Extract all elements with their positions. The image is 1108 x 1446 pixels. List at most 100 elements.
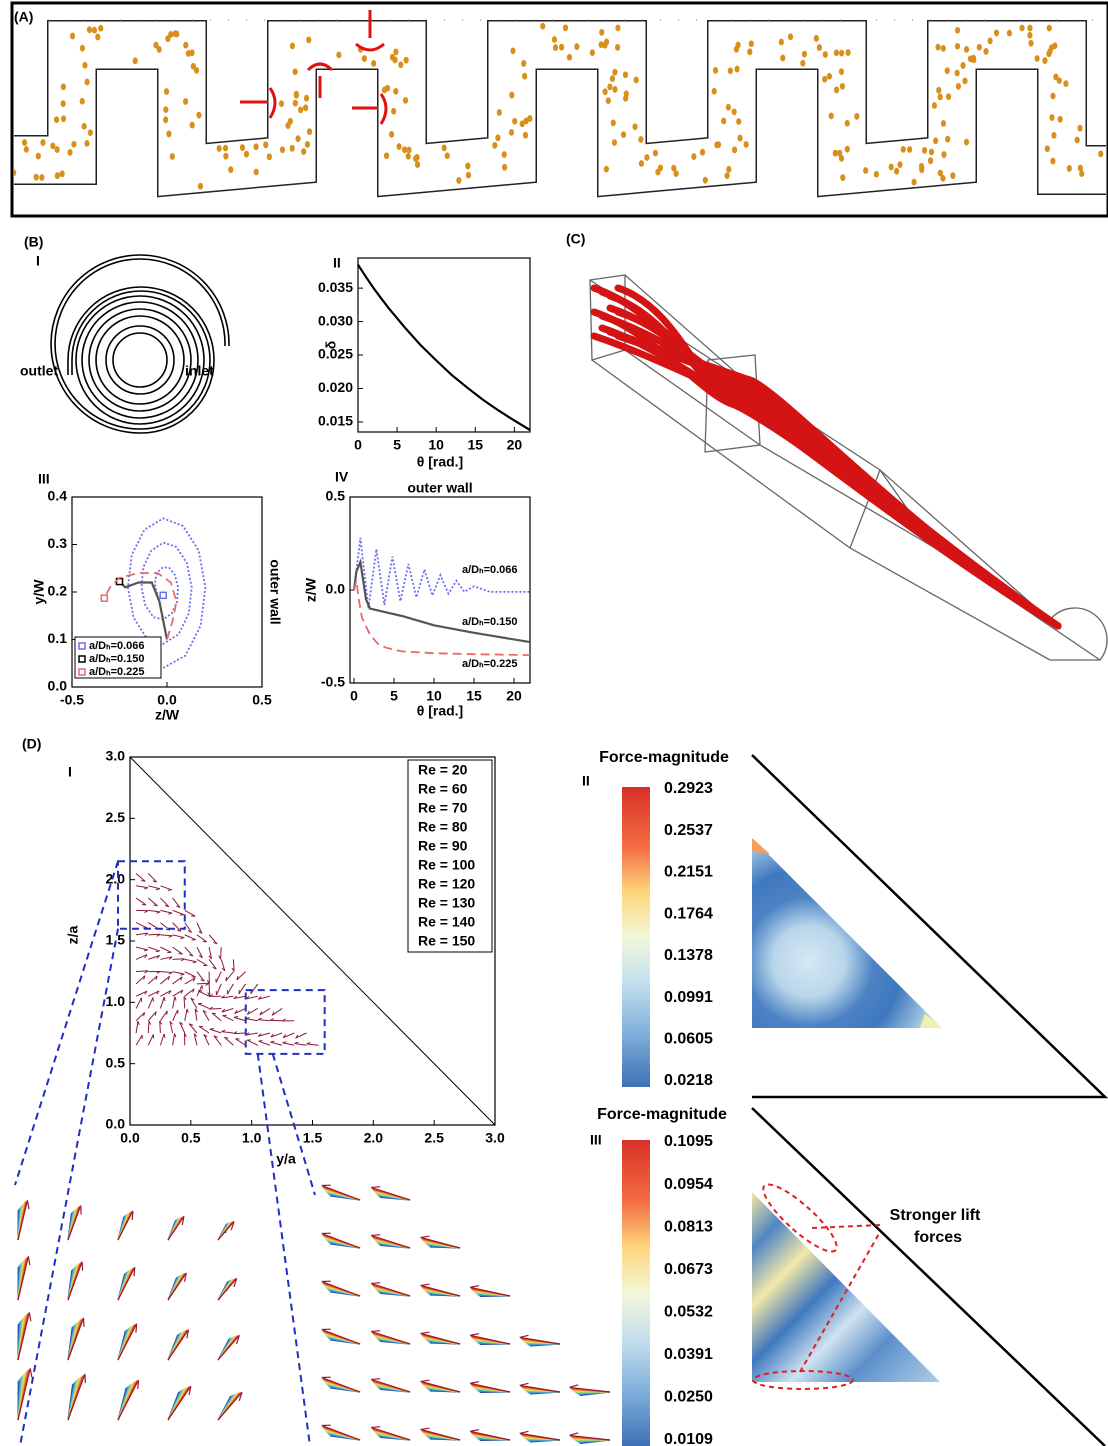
particle [954,42,961,50]
force-vector [196,934,207,943]
spiral-wall [105,325,175,395]
force-vector-head [143,887,149,890]
particle-trajectory [614,332,1062,630]
force-vector-head [154,1011,157,1016]
particle [927,157,934,165]
force-vector [148,946,160,952]
particle [894,167,900,175]
channel-outline [1049,607,1108,661]
particle [731,146,738,154]
force-vector [259,1008,271,1016]
zoom-vector-head [230,1221,235,1231]
y-tick-label: 0.5 [106,1054,126,1070]
particle [822,51,828,58]
particle [381,86,388,94]
force-vector-head [202,1009,207,1013]
particle [940,44,946,52]
zoom-vector-head [371,1234,381,1237]
zoom-vector [469,1382,511,1393]
force-vector-head [159,1020,163,1025]
force-map [752,838,942,1028]
force-vector-head [206,979,210,984]
subpanel-label: III [590,1132,602,1148]
particle [59,170,65,178]
particle [787,33,794,41]
particle [398,61,404,69]
force-vector-head [233,1031,238,1035]
particle [496,109,502,116]
particle [888,163,894,171]
series-line [103,572,178,640]
particle [292,99,298,107]
force-vector [306,1043,319,1046]
force-vector [135,897,147,906]
legend-label: Re = 70 [418,800,468,816]
spiral-wall [81,301,199,419]
force-vector [194,1008,198,1021]
zoom-vector-head [519,1382,529,1386]
force-vector-head [143,975,146,980]
x-tick-label: 0.0 [157,692,177,708]
particle [928,148,935,156]
force-vector [196,922,203,934]
force-vector-head [258,1040,263,1042]
channel-interior [14,21,1106,196]
particle [1027,24,1033,32]
colorbar-tick-label: 0.0605 [664,1031,713,1048]
particle [638,160,645,167]
particle [822,75,828,83]
subpanel-label: II [582,773,590,789]
force-vector [198,990,210,997]
force-vector-head [211,1012,217,1015]
force-vector-head [224,1036,229,1039]
particle [691,153,697,160]
colorbar-tick-label: 0.0250 [664,1389,713,1406]
zoom-vector [217,1391,243,1421]
particle [733,45,739,53]
particle [393,87,399,95]
particle [216,145,222,152]
force-vector-head [233,995,238,999]
zoom-vector [370,1186,411,1201]
zoom-vector [321,1328,361,1345]
force-vector-head [205,982,210,986]
particle [983,48,989,55]
particle [521,60,527,67]
panel-a [14,10,1106,198]
zoom-vector-head [569,1384,579,1388]
force-hotspot [752,838,770,854]
particle [402,96,409,104]
force-vector [245,1032,258,1036]
particle [845,49,851,56]
particle [1077,164,1083,172]
annotation: forces [914,1229,962,1246]
force-vector-head [168,972,173,975]
particle [495,134,501,142]
zoom-vector-head [238,1392,243,1401]
x-tick-label: 1.0 [242,1130,262,1146]
particle [1053,73,1059,81]
force-vector-head [225,976,228,982]
particle [897,161,903,169]
particle [163,116,169,124]
x-tick-label: 0.5 [181,1130,201,1146]
particle [936,86,942,94]
particle [295,135,301,143]
x-tick-label: -0.5 [60,692,84,708]
zoom-vector [569,1434,611,1441]
force-vector [136,932,149,936]
force-vector [184,934,196,941]
particle [197,182,204,190]
force-vector-head [294,1041,299,1044]
y-tick-label: 0.4 [48,488,68,504]
particle [900,145,906,153]
particle [603,165,609,173]
panel-label: (A) [14,9,33,25]
force-vector [148,885,161,890]
zoom-vector [67,1317,85,1361]
series-label: a/Dₕ=0.150 [462,616,518,628]
particle [23,145,29,153]
zoom-vector [321,1424,361,1441]
force-vector [160,946,172,953]
